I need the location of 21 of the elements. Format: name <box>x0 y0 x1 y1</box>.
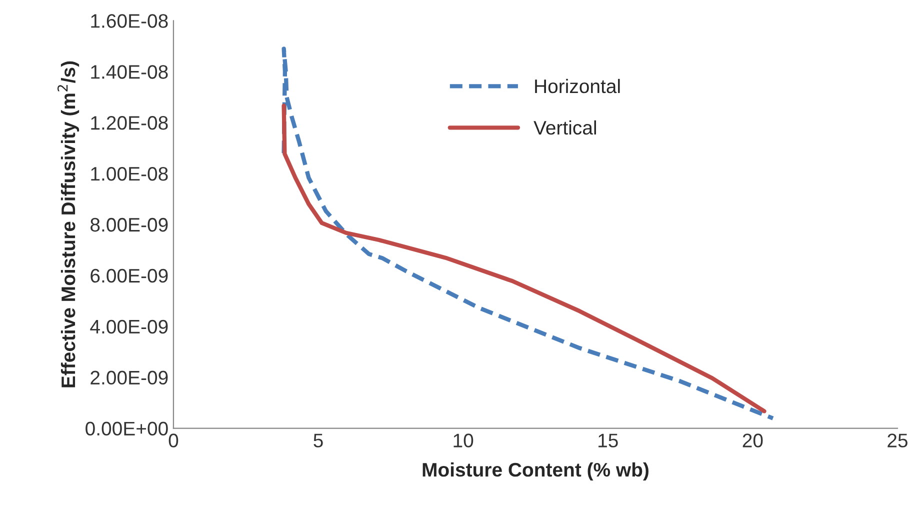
line-series <box>282 46 776 420</box>
y-tick-label: 0.00E+00 <box>86 422 168 436</box>
legend-label: Horizontal <box>535 78 620 94</box>
x-tick-label: 15 <box>598 434 618 448</box>
x-axis-title: Moisture Content (% wb) <box>422 462 648 481</box>
x-tick-label: 0 <box>168 434 178 448</box>
y-tick-label: 1.20E-08 <box>91 116 168 130</box>
x-tick-label: 25 <box>888 434 908 448</box>
y-tick-label: 6.00E-09 <box>90 268 168 283</box>
x-tick-label: 5 <box>314 434 323 448</box>
y-tick-label: 2.00E-09 <box>90 370 168 385</box>
y-axis-title: Effective Moisture Diffusivity (m$^{2}$/s) <box>57 61 80 388</box>
y-tick-label: 1.60E-08 <box>91 14 168 28</box>
y-tick-label: 1.00E-08 <box>91 166 168 181</box>
y-tick-label: 1.40E-08 <box>91 65 168 79</box>
line-series <box>282 104 766 414</box>
y-tick-label: 8.00E-09 <box>90 218 168 232</box>
x-tick-label: 10 <box>454 434 474 448</box>
y-tick-label: 4.00E-09 <box>90 320 168 334</box>
legend-label: Vertical <box>534 120 596 135</box>
x-tick-label: 20 <box>742 434 763 448</box>
